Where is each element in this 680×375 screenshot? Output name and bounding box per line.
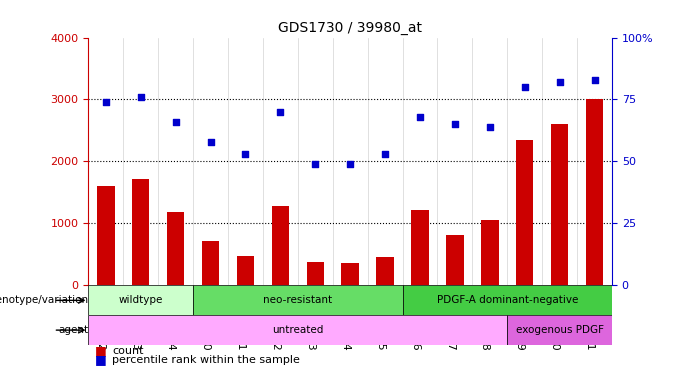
Text: exogenous PDGF: exogenous PDGF [515,325,604,335]
Point [484,124,495,130]
Bar [446,235,464,285]
Text: ■: ■ [95,344,107,357]
Bar [272,206,289,285]
Text: percentile rank within the sample: percentile rank within the sample [112,355,300,365]
Text: agent: agent [58,325,88,335]
Bar [167,212,184,285]
Point [345,161,356,167]
Text: count: count [112,346,143,355]
Bar [341,263,359,285]
Bar [411,210,428,285]
Text: untreated: untreated [272,325,324,335]
Text: neo-resistant: neo-resistant [263,296,333,305]
Point [520,84,530,90]
FancyBboxPatch shape [88,285,193,315]
Point [240,151,251,157]
Point [205,139,216,145]
Bar [237,256,254,285]
Point [415,114,426,120]
Point [170,119,181,125]
Point [310,161,321,167]
Bar [585,99,603,285]
Text: PDGF-A dominant-negative: PDGF-A dominant-negative [437,296,578,305]
Bar [202,241,219,285]
Text: ■: ■ [95,354,107,366]
Point [449,121,460,127]
Bar [481,220,498,285]
Bar [132,179,150,285]
Text: genotype/variation: genotype/variation [0,296,88,305]
FancyBboxPatch shape [403,285,612,315]
Title: GDS1730 / 39980_at: GDS1730 / 39980_at [278,21,422,35]
FancyBboxPatch shape [193,285,403,315]
Bar [97,186,114,285]
FancyBboxPatch shape [88,315,507,345]
Bar [377,257,394,285]
Point [101,99,112,105]
FancyBboxPatch shape [507,315,612,345]
Point [554,79,565,85]
Point [379,151,390,157]
Bar [307,262,324,285]
Point [275,109,286,115]
Point [135,94,146,100]
Bar [516,140,534,285]
Point [589,76,600,82]
Text: wildtype: wildtype [118,296,163,305]
Bar [551,124,568,285]
